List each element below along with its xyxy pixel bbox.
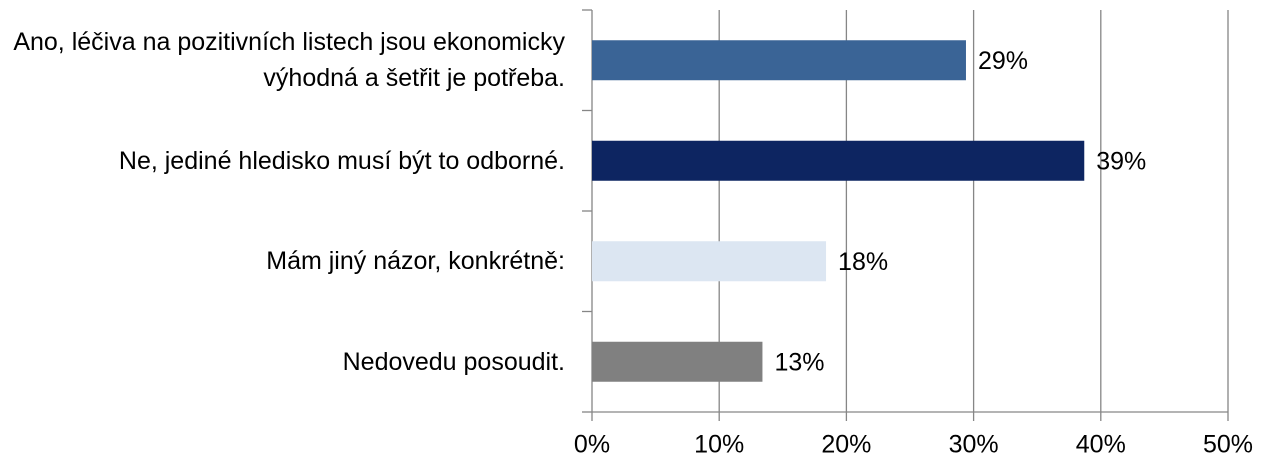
bar	[592, 341, 763, 382]
value-label: 29%	[978, 47, 1028, 75]
x-tick-label: 50%	[1203, 431, 1253, 459]
bar	[592, 40, 966, 81]
x-tick-label: 10%	[694, 431, 744, 459]
x-tick-label: 40%	[1076, 431, 1126, 459]
value-label: 39%	[1096, 147, 1146, 175]
value-label: 13%	[774, 348, 824, 376]
category-label: Ne, jediné hledisko musí být to odborné.	[118, 146, 565, 175]
category-label: Nedovedu posoudit.	[342, 347, 565, 376]
category-label: Ano, léčiva na pozitivních listech jsou …	[13, 28, 565, 93]
category-label: Mám jiný názor, konkrétně:	[266, 247, 565, 276]
x-tick-label: 20%	[821, 431, 871, 459]
bar	[592, 140, 1085, 181]
x-tick-label: 0%	[574, 431, 610, 459]
bar	[592, 241, 827, 282]
value-label: 18%	[838, 248, 888, 276]
x-tick-label: 30%	[949, 431, 999, 459]
